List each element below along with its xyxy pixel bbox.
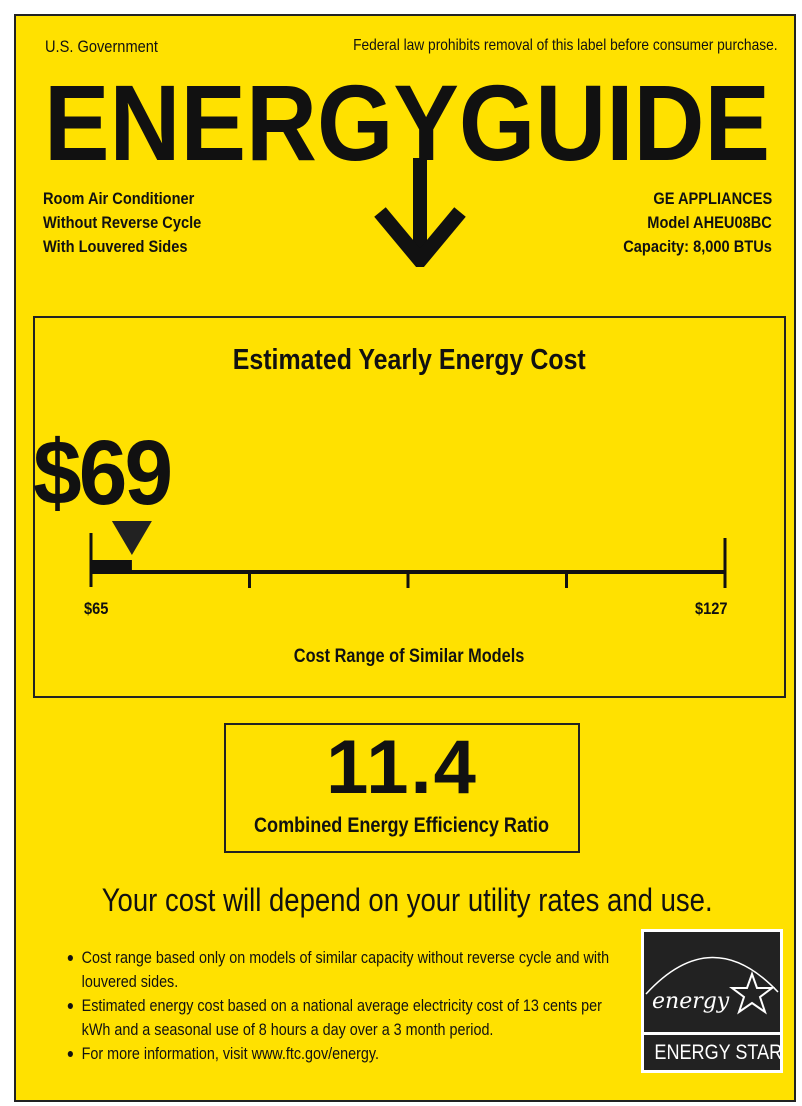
- energyguide-label: [14, 14, 796, 1102]
- brand: GE APPLIANCES: [653, 189, 772, 208]
- svg-text:energy: energy: [652, 989, 730, 1014]
- note-item: Cost range based only on models of simil…: [66, 946, 621, 994]
- notes-list: Cost range based only on models of simil…: [66, 946, 716, 1066]
- energy-star-logo: energy ENERGY STAR: [641, 929, 783, 1073]
- range-max-label: $127: [695, 599, 728, 618]
- yearly-cost-value: $69: [33, 422, 173, 524]
- product-type: Room Air Conditioner Without Reverse Cyc…: [43, 189, 202, 256]
- removal-notice: Federal law prohibits removal of this la…: [353, 37, 778, 54]
- model-number: Model AHEU08BC: [647, 213, 772, 232]
- capacity: Capacity: 8,000 BTUs: [623, 237, 772, 256]
- efficiency-box: [224, 723, 580, 853]
- range-min-label: $65: [84, 599, 109, 618]
- disclaimer: Your cost will depend on your utility ra…: [101, 882, 713, 918]
- cost-section: [33, 316, 786, 698]
- product-info: GE APPLIANCES Model AHEU08BC Capacity: 8…: [599, 187, 772, 259]
- svg-text:ENERGYGUIDE: ENERGYGUIDE: [44, 62, 770, 183]
- cost-marker-triangle: [111, 521, 152, 555]
- us-government-text: U.S. Government: [45, 37, 158, 56]
- ceer-value: 11.4: [326, 725, 478, 810]
- note-item: Estimated energy cost based on a nationa…: [66, 994, 621, 1042]
- ftc-link[interactable]: For more information, visit www.ftc.gov/…: [81, 1045, 379, 1063]
- energy-star-text: ENERGY STAR: [644, 1035, 782, 1070]
- range-caption: Cost Range of Similar Models: [294, 646, 525, 667]
- cost-range-scale: [89, 521, 727, 588]
- energyguide-title: ENERGYGUIDE: [44, 62, 770, 267]
- ceer-label: Combined Energy Efficiency Ratio: [254, 814, 550, 837]
- cost-heading: Estimated Yearly Energy Cost: [232, 344, 587, 376]
- down-arrow-icon: [374, 158, 466, 267]
- note-item: For more information, visit www.ftc.gov/…: [66, 1042, 632, 1066]
- energy-star-icon: energy: [645, 956, 779, 1015]
- cost-position-bar: [91, 560, 132, 572]
